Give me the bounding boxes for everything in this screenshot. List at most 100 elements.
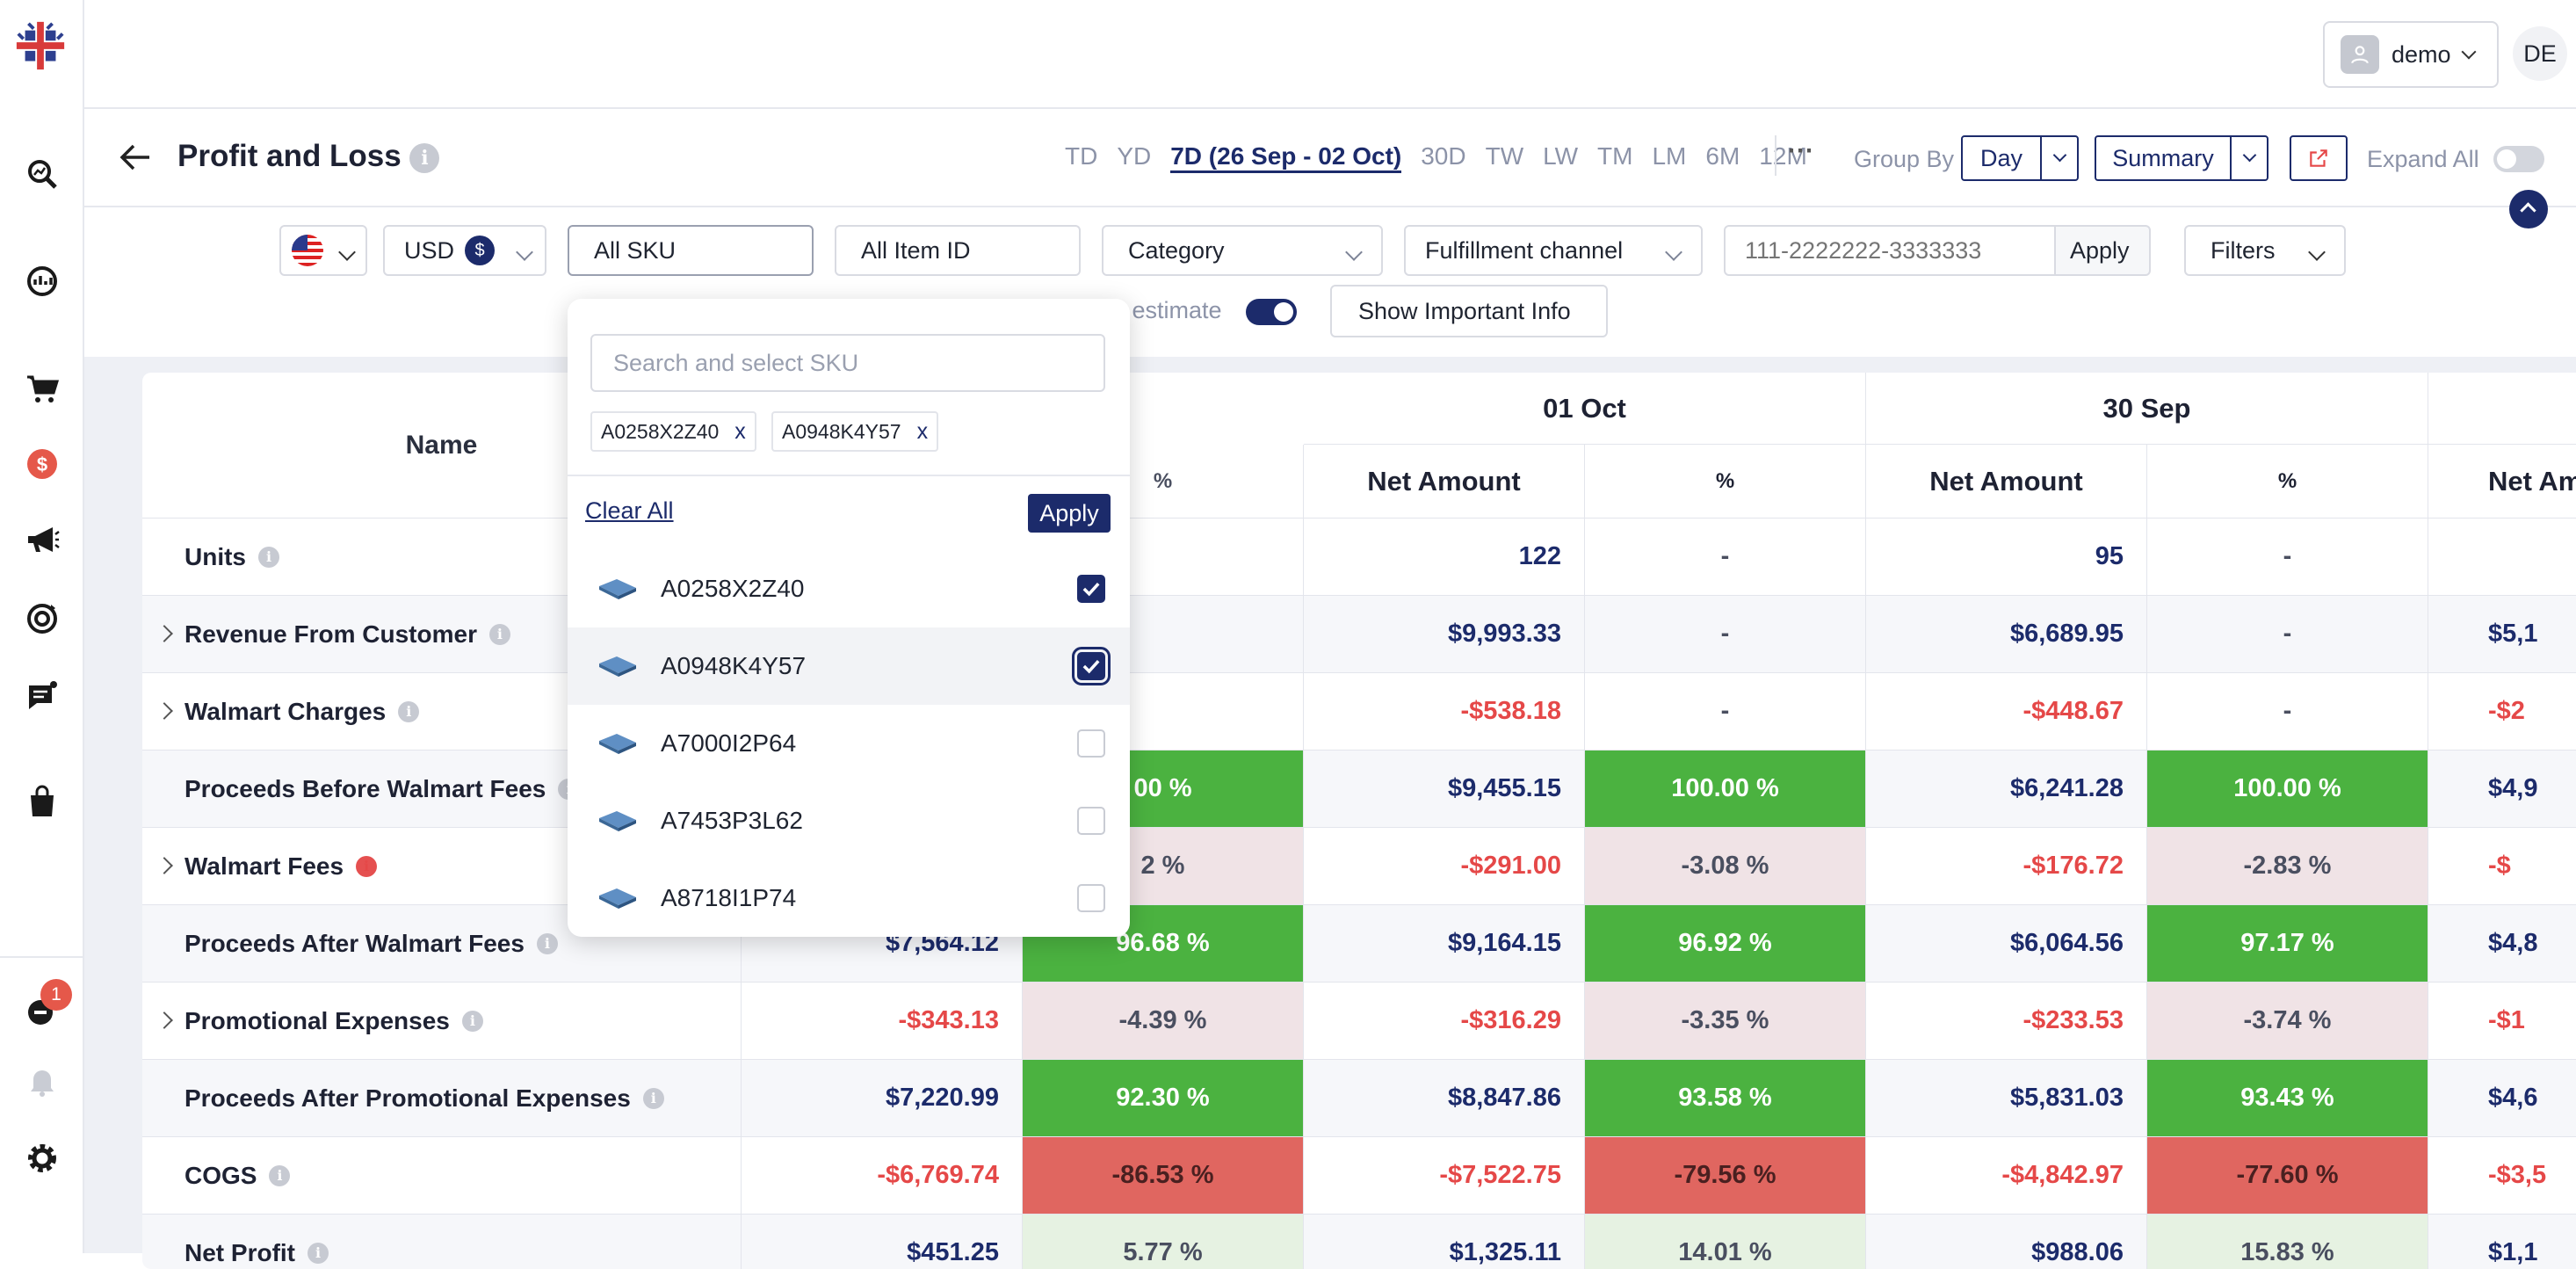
user-name: demo xyxy=(2391,41,2451,69)
sku-option[interactable]: A7000I2P64 xyxy=(568,705,1130,782)
sku-thumbnail-icon xyxy=(597,729,638,758)
amount-cell: $451.25 xyxy=(742,1215,1023,1269)
marketplace-select[interactable] xyxy=(279,225,367,276)
item-id-select[interactable]: All Item ID xyxy=(835,225,1081,276)
page-title-text: Profit and Loss xyxy=(177,139,402,173)
sku-option-label: A7453P3L62 xyxy=(661,807,803,835)
info-icon[interactable]: i xyxy=(462,1011,483,1032)
net-amount-header: Net Amount xyxy=(1304,445,1585,518)
category-select[interactable]: Category xyxy=(1102,225,1383,276)
chip-remove-icon[interactable]: x xyxy=(917,419,929,445)
chat-icon[interactable] xyxy=(21,675,63,717)
filters-button[interactable]: Filters xyxy=(2184,225,2346,276)
expand-row-chevron-icon[interactable] xyxy=(156,1012,173,1029)
range-6m[interactable]: 6M xyxy=(1705,142,1740,173)
amount-cell: $988.06 xyxy=(1866,1215,2147,1269)
chip-remove-icon[interactable]: x xyxy=(734,419,746,445)
net-amount-header: Net Amou xyxy=(2428,445,2576,518)
estimate-toggle[interactable] xyxy=(1246,299,1297,325)
range-td[interactable]: TD xyxy=(1065,142,1097,173)
refresh-cycle-icon[interactable] xyxy=(21,598,63,640)
settings-gear-icon[interactable] xyxy=(21,1137,63,1179)
more-options-icon[interactable]: ⋯ xyxy=(1787,135,1813,166)
sku-option[interactable]: A0948K4Y57 xyxy=(568,627,1130,705)
amount-cell-partial xyxy=(2428,518,2576,596)
collapse-up-icon[interactable] xyxy=(2509,190,2548,228)
dashboard-icon[interactable] xyxy=(21,260,63,302)
currency-select[interactable]: USD $ xyxy=(383,225,546,276)
group-by-dropdown[interactable] xyxy=(2040,135,2079,181)
external-link-icon[interactable] xyxy=(2290,135,2348,181)
show-important-info-button[interactable]: Show Important Info xyxy=(1330,285,1608,337)
range-30d[interactable]: 30D xyxy=(1421,142,1465,173)
sku-checkbox[interactable] xyxy=(1077,884,1105,912)
expand-row-chevron-icon[interactable] xyxy=(156,625,173,642)
row-label: COGS xyxy=(185,1162,257,1190)
avatar[interactable]: DE xyxy=(2513,26,2567,81)
percent-cell: - xyxy=(2147,518,2428,596)
bell-icon[interactable] xyxy=(21,1060,63,1102)
row-label: Walmart Fees xyxy=(185,852,344,881)
sku-option[interactable]: A0258X2Z40 xyxy=(568,550,1130,627)
view-dropdown[interactable] xyxy=(2230,135,2268,181)
app-logo-icon[interactable] xyxy=(12,18,69,74)
back-arrow-icon[interactable] xyxy=(118,142,153,172)
sku-checkbox[interactable] xyxy=(1077,729,1105,758)
info-icon[interactable]: i xyxy=(489,624,510,645)
info-icon[interactable]: i xyxy=(258,547,279,568)
row-label: Walmart Charges xyxy=(185,698,386,726)
percent-cell: - xyxy=(1585,596,1866,673)
info-icon[interactable]: i xyxy=(269,1165,290,1186)
order-id-input[interactable] xyxy=(1724,225,2056,276)
sku-apply-button[interactable]: Apply xyxy=(1028,494,1111,533)
view-summary-button[interactable]: Summary xyxy=(2095,135,2232,181)
percent-cell: -4.39 % xyxy=(1023,983,1304,1060)
info-icon[interactable]: i xyxy=(409,143,439,173)
fulfillment-channel-select[interactable]: Fulfillment channel xyxy=(1404,225,1703,276)
user-menu[interactable]: demo xyxy=(2323,21,2499,88)
percent-cell: -3.08 % xyxy=(1585,828,1866,905)
info-icon[interactable]: i xyxy=(537,933,558,954)
amount-cell-partial: -$2 xyxy=(2428,673,2576,751)
sku-checkbox[interactable] xyxy=(1077,575,1105,603)
search-analytics-icon[interactable] xyxy=(21,153,63,195)
alert-info-icon[interactable]: i xyxy=(356,856,377,877)
range-lm[interactable]: LM xyxy=(1652,142,1686,173)
megaphone-icon[interactable] xyxy=(21,518,63,561)
notification-count-badge: 1 xyxy=(40,979,72,1011)
info-icon[interactable]: i xyxy=(643,1088,664,1109)
sku-select[interactable]: All SKU xyxy=(568,225,814,276)
row-label: Promotional Expenses xyxy=(185,1007,450,1035)
percent-cell: - xyxy=(1585,518,1866,596)
amount-cell: -$176.72 xyxy=(1866,828,2147,905)
sku-search-placeholder: Search and select SKU xyxy=(613,350,858,377)
range-tw[interactable]: TW xyxy=(1486,142,1524,173)
percent-cell: - xyxy=(1585,673,1866,751)
currency-label: USD xyxy=(404,237,454,265)
group-by-day-button[interactable]: Day xyxy=(1961,135,2042,181)
sku-checkbox[interactable] xyxy=(1077,807,1105,835)
date-header: 01 Oct xyxy=(1304,373,1866,445)
sku-option[interactable]: A8718I1P74 xyxy=(568,859,1130,937)
profit-dollar-icon[interactable]: $ xyxy=(21,443,63,485)
shopping-bag-icon[interactable] xyxy=(21,780,63,823)
range-lw[interactable]: LW xyxy=(1543,142,1578,173)
sku-option-label: A0948K4Y57 xyxy=(661,652,806,680)
expand-row-chevron-icon[interactable] xyxy=(156,857,173,874)
expand-row-chevron-icon[interactable] xyxy=(156,702,173,720)
range-yd[interactable]: YD xyxy=(1117,142,1151,173)
cart-icon[interactable] xyxy=(21,367,63,410)
expand-all-toggle[interactable] xyxy=(2493,146,2544,172)
range-tm[interactable]: TM xyxy=(1597,142,1632,173)
sku-option-label: A7000I2P64 xyxy=(661,729,796,758)
info-icon[interactable]: i xyxy=(398,701,419,722)
order-apply-button[interactable]: Apply xyxy=(2054,225,2151,276)
sku-search-input[interactable]: Search and select SKU xyxy=(590,334,1105,392)
percent-cell: -86.53 % xyxy=(1023,1137,1304,1215)
page-title: Profit and Loss i xyxy=(177,139,439,174)
amount-cell: $1,325.11 xyxy=(1304,1215,1585,1269)
range-7d[interactable]: 7D (26 Sep - 02 Oct) xyxy=(1170,142,1401,173)
sku-option[interactable]: A7453P3L62 xyxy=(568,782,1130,859)
sku-checkbox[interactable] xyxy=(1077,652,1105,680)
clear-all-link[interactable]: Clear All xyxy=(585,497,674,525)
